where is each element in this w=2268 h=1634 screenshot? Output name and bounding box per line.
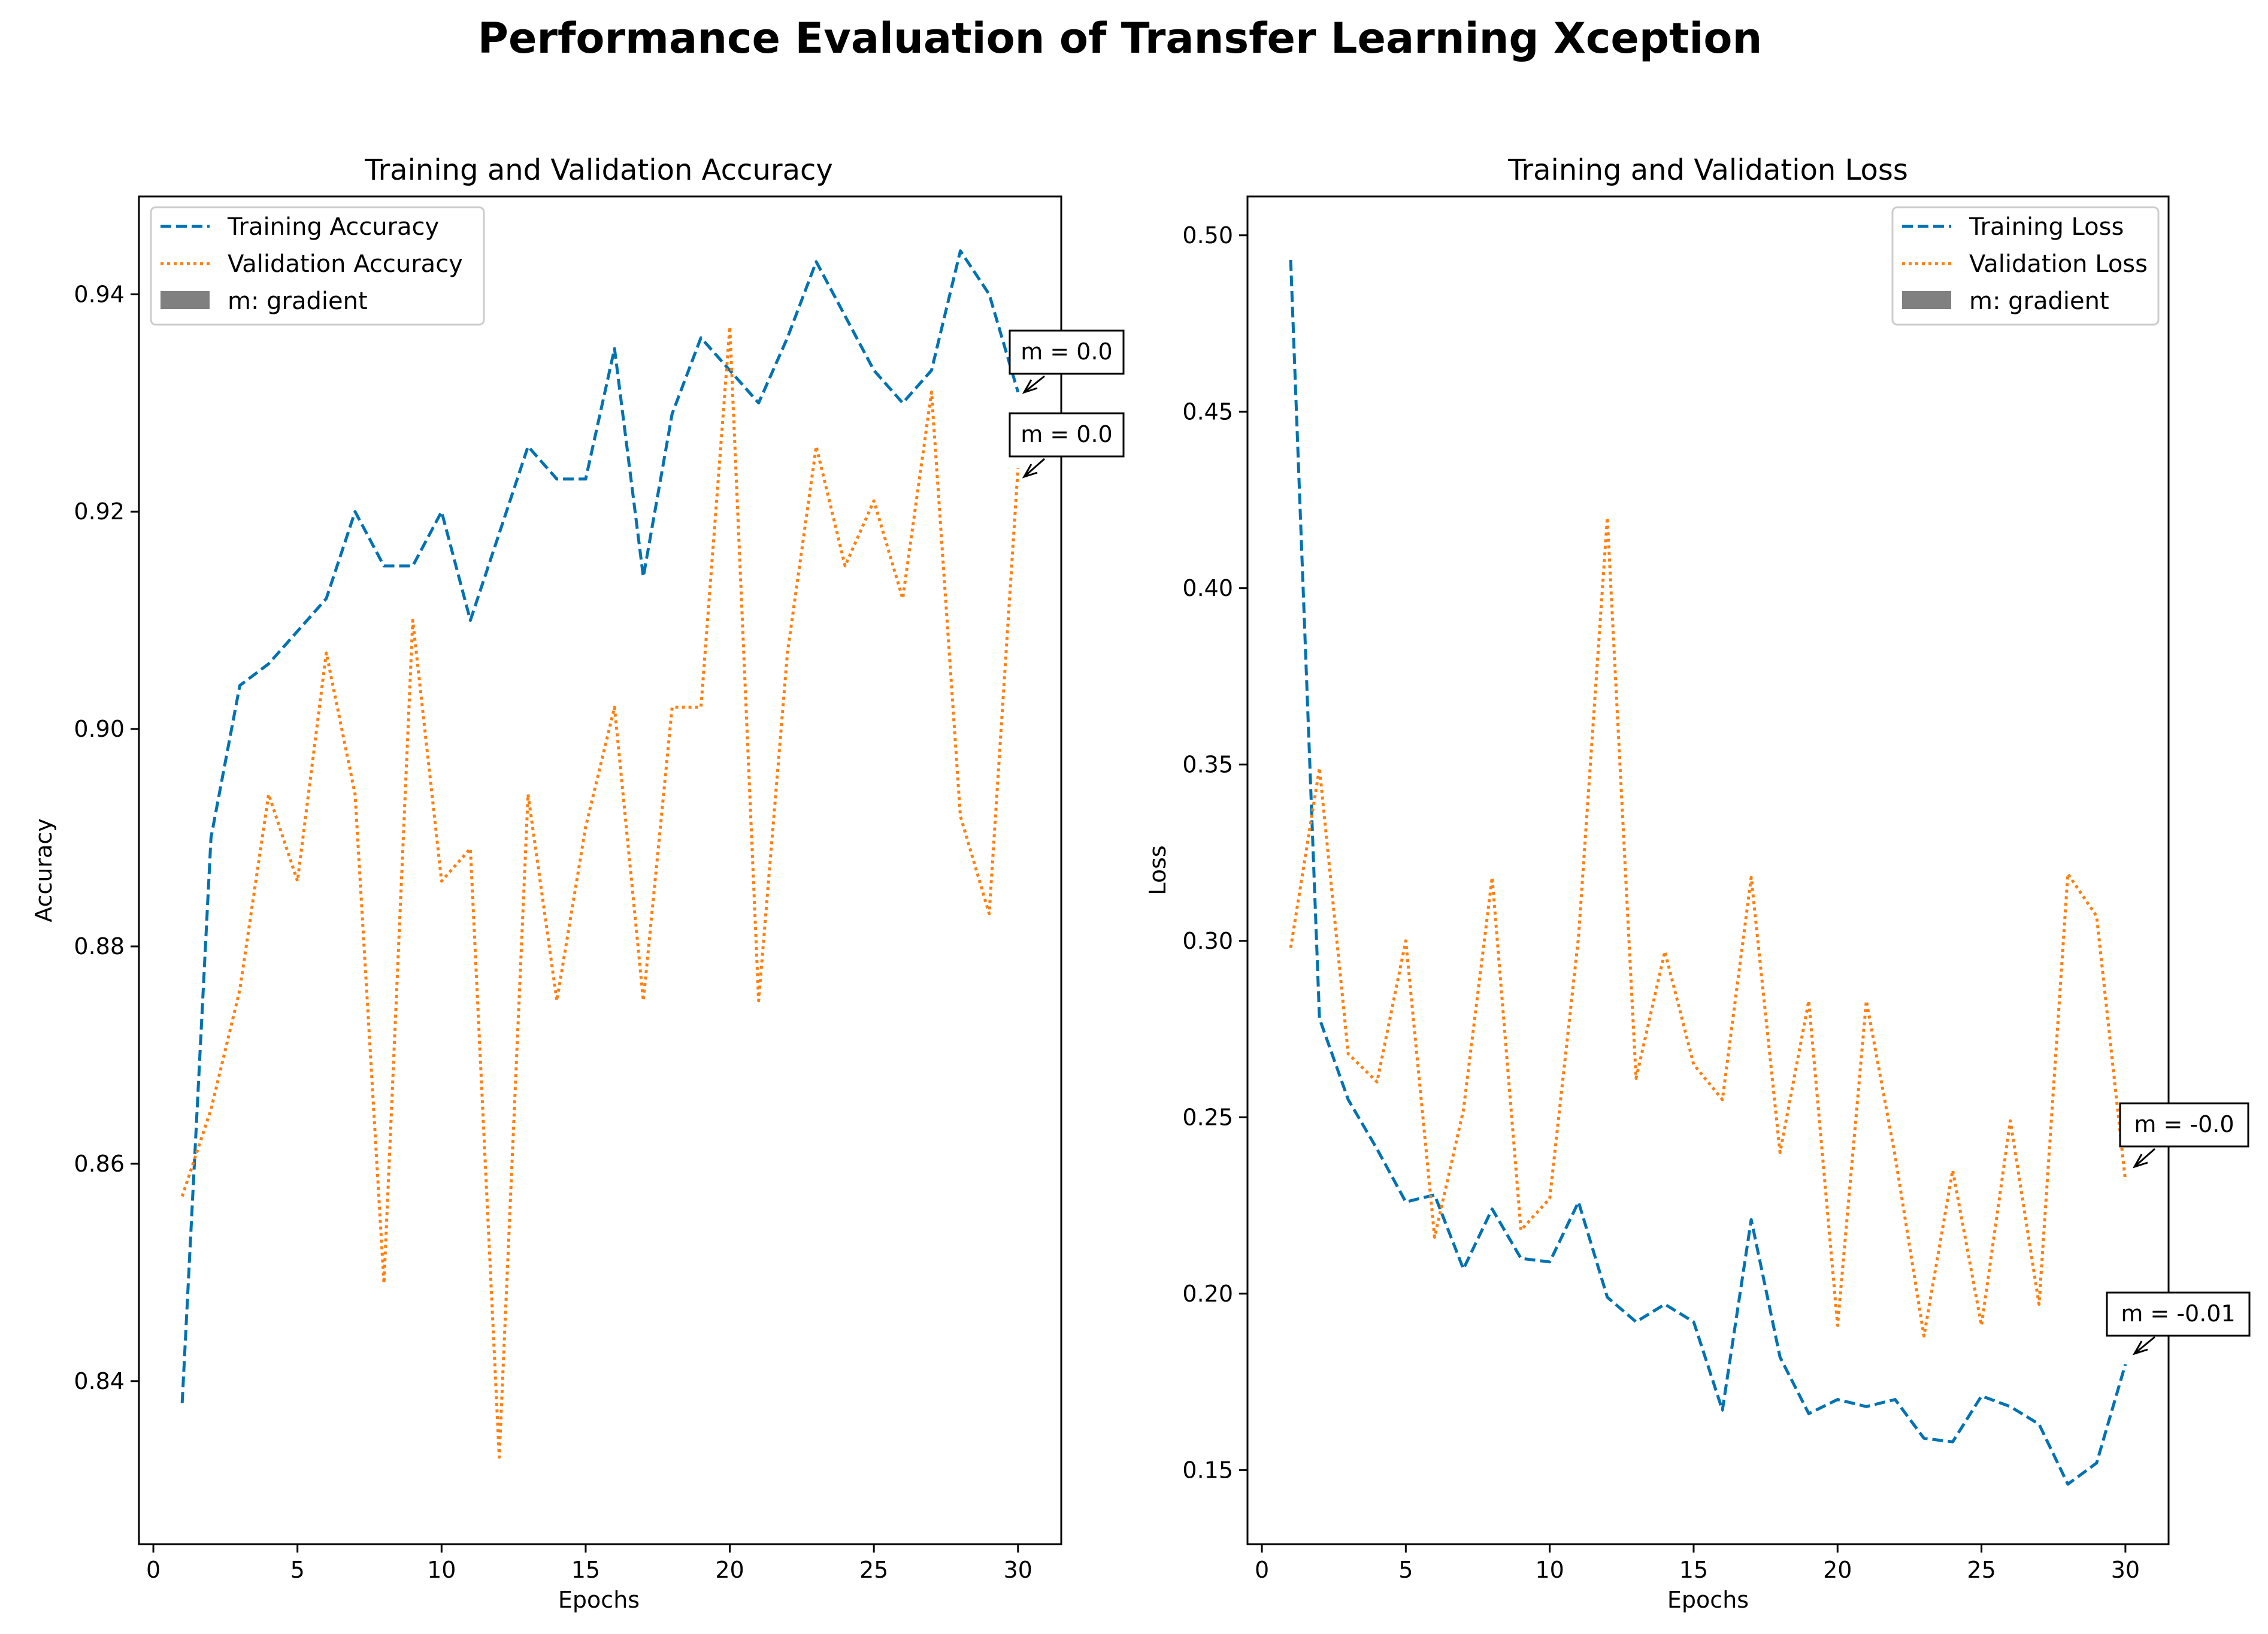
accuracy-y-tick-label: 0.92 — [74, 498, 125, 525]
accuracy-legend-training-label: Training Accuracy — [227, 213, 439, 241]
loss-annotation-validation: m = -0.0 — [2119, 1102, 2249, 1169]
loss-x-tick-label: 5 — [1398, 1557, 1413, 1583]
loss-x-tick-label: 25 — [1967, 1557, 1996, 1583]
loss-annotation-validation-text: m = -0.0 — [2134, 1111, 2234, 1137]
loss-panel: Training and Validation Loss 0 5 10 15 20 25 3… — [1144, 153, 2251, 1613]
accuracy-y-tick-label: 0.94 — [74, 281, 125, 307]
loss-legend-validation-label: Validation Loss — [1969, 250, 2148, 278]
loss-annotation-validation-arrow — [2134, 1148, 2155, 1168]
figure-title: Performance Evaluation of Transfer Learn… — [478, 14, 1763, 63]
loss-x-tick-label: 30 — [2111, 1557, 2140, 1583]
accuracy-annotation-training-arrowhead — [1022, 379, 1038, 394]
loss-x-tick-label: 20 — [1823, 1557, 1852, 1583]
loss-y-tick-label: 0.35 — [1182, 751, 1233, 777]
accuracy-validation-series-line — [180, 325, 1020, 1459]
accuracy-legend-gradient-label: m: gradient — [228, 288, 368, 315]
loss-validation-series-line — [1289, 516, 2127, 1338]
loss-y-tick-label: 0.25 — [1182, 1104, 1233, 1130]
accuracy-legend-validation-label: Validation Accuracy — [228, 250, 463, 278]
loss-annotation-training-text: m = -0.01 — [2121, 1300, 2235, 1327]
loss-legend-gradient-label: m: gradient — [1969, 288, 2109, 315]
accuracy-legend-gradient-patch-icon — [161, 291, 210, 309]
loss-y-tick-label: 0.50 — [1182, 222, 1233, 249]
accuracy-x-tick-label: 5 — [290, 1557, 305, 1583]
accuracy-annotation-validation-arrow — [1024, 458, 1045, 478]
accuracy-x-tick-label: 30 — [1004, 1557, 1032, 1583]
loss-training-series-line — [1289, 259, 2127, 1486]
accuracy-x-axis-label: Epochs — [558, 1587, 640, 1613]
loss-y-tick-label: 0.40 — [1182, 575, 1233, 601]
loss-legend-training-label: Training Loss — [1969, 213, 2124, 241]
loss-x-axis-label: Epochs — [1667, 1587, 1749, 1613]
accuracy-training-series-line — [180, 249, 1020, 1403]
accuracy-x-tick-label: 10 — [427, 1557, 456, 1583]
accuracy-y-axis-label: Accuracy — [31, 818, 57, 922]
loss-y-tick-label: 0.20 — [1182, 1281, 1233, 1307]
loss-panel-title: Training and Validation Loss — [1507, 153, 1908, 187]
loss-legend-frame — [1891, 206, 2160, 326]
loss-y-tick-label: 0.45 — [1182, 398, 1233, 425]
accuracy-annotation-validation: m = 0.0 — [1009, 412, 1125, 479]
loss-annotation-training-arrow — [2134, 1336, 2155, 1355]
accuracy-legend-frame — [150, 206, 485, 326]
accuracy-x-tick-label: 20 — [715, 1557, 744, 1583]
loss-plot-area — [1246, 195, 2170, 1545]
accuracy-x-tick-label: 25 — [859, 1557, 888, 1583]
loss-legend: Training Loss Validation Loss m: gradien… — [1891, 206, 2160, 326]
accuracy-legend: Training Accuracy Validation Accuracy m:… — [150, 206, 485, 326]
accuracy-y-tick-label: 0.90 — [74, 716, 125, 742]
loss-annotation-training-box — [2106, 1291, 2251, 1337]
loss-y-tick-label: 0.15 — [1182, 1457, 1233, 1483]
accuracy-plot-area — [138, 195, 1062, 1545]
accuracy-panel-title: Training and Validation Accuracy — [364, 153, 833, 187]
accuracy-annotation-training-box — [1009, 329, 1125, 375]
accuracy-y-tick-label: 0.86 — [74, 1151, 125, 1177]
accuracy-y-tick-label: 0.84 — [74, 1368, 125, 1394]
loss-x-tick-label: 0 — [1255, 1557, 1269, 1583]
loss-annotation-training-arrowhead — [2132, 1341, 2148, 1355]
accuracy-annotation-training-text: m = 0.0 — [1021, 338, 1112, 365]
loss-legend-gradient-patch-icon — [1902, 291, 1951, 309]
loss-x-tick-label: 10 — [1535, 1557, 1564, 1583]
accuracy-annotation-validation-text: m = 0.0 — [1021, 421, 1112, 447]
loss-y-axis-label: Loss — [1144, 845, 1171, 895]
accuracy-annotation-training: m = 0.0 — [1009, 329, 1125, 394]
loss-x-tick-label: 15 — [1679, 1557, 1708, 1583]
accuracy-x-tick-label: 0 — [146, 1557, 161, 1583]
accuracy-y-tick-label: 0.88 — [74, 933, 125, 960]
accuracy-x-tick-label: 15 — [571, 1557, 600, 1583]
loss-annotation-validation-arrowhead — [2132, 1154, 2148, 1169]
accuracy-annotation-training-arrow — [1024, 375, 1045, 394]
loss-annotation-validation-box — [2119, 1102, 2249, 1148]
accuracy-annotation-validation-box — [1009, 412, 1125, 458]
loss-y-tick-label: 0.30 — [1182, 928, 1233, 954]
accuracy-panel: Training and Validation Accuracy 0 5 10 15 2… — [31, 153, 1125, 1613]
loss-annotation-training: m = -0.01 — [2106, 1291, 2251, 1355]
accuracy-annotation-validation-arrowhead — [1022, 464, 1038, 479]
